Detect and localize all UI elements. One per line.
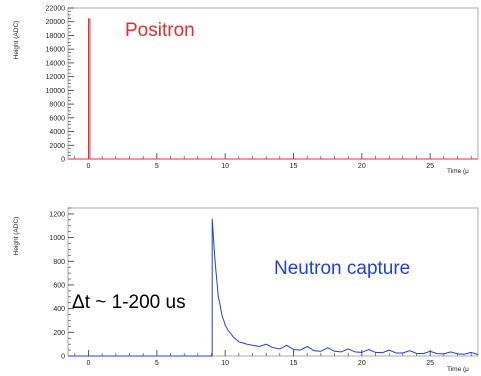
x-tick-label: 0 — [87, 163, 91, 170]
x-tick-label: 15 — [290, 163, 298, 170]
y-tick-label: 1000 — [49, 235, 65, 242]
y-tick-label: 400 — [53, 306, 65, 313]
positron-annotation: Positron — [125, 20, 195, 41]
y-tick-label: 6000 — [49, 115, 65, 122]
y-tick-label: 0 — [61, 157, 65, 164]
x-tick-label: 20 — [358, 163, 366, 170]
y-tick-label: 800 — [53, 259, 65, 266]
y-tick-label: 10000 — [46, 88, 66, 95]
data-series-line — [68, 18, 478, 160]
y-tick-label: 200 — [53, 330, 65, 337]
x-tick-label: 5 — [155, 163, 159, 170]
x-tick-label: 0 — [87, 360, 91, 367]
x-axis-label: Time (μ — [447, 168, 469, 175]
plot-frame — [67, 207, 479, 357]
delta-t-annotation: Δt ~ 1-200 us — [72, 292, 186, 313]
positron-panel: Height (ADC) Time (μ Positron 0 2000 4000 6… — [13, 6, 479, 175]
y-axis-label: Height (ADC) — [13, 21, 20, 60]
y-tick-label: 14000 — [46, 60, 66, 67]
x-tick-label: 10 — [221, 360, 229, 367]
x-tick-label: 25 — [426, 360, 434, 367]
y-tick-label: 22000 — [46, 6, 66, 13]
neutron-capture-panel: Height (ADC) Time (μ Neutron capture Δt … — [13, 207, 479, 373]
y-tick-label: 1200 — [49, 211, 65, 218]
y-tick-label: 16000 — [46, 47, 66, 54]
x-tick-label: 25 — [426, 163, 434, 170]
y-tick-label: 12000 — [46, 74, 66, 81]
y-tick-label: 0 — [61, 354, 65, 361]
y-tick-label: 20000 — [46, 19, 66, 26]
x-tick-label: 10 — [221, 163, 229, 170]
y-tick-label: 8000 — [49, 102, 65, 109]
y-tick-label: 600 — [53, 282, 65, 289]
y-tick-label: 4000 — [49, 129, 65, 136]
y-tick-label: 18000 — [46, 33, 66, 40]
x-axis-label: Time (μ — [447, 366, 469, 373]
x-tick-label: 20 — [358, 360, 366, 367]
x-tick-label: 15 — [290, 360, 298, 367]
data-series-line — [68, 218, 479, 357]
neutron-capture-annotation: Neutron capture — [274, 258, 410, 279]
y-tick-label: 2000 — [49, 143, 65, 150]
y-axis-label: Height (ADC) — [13, 217, 20, 256]
x-tick-label: 5 — [155, 360, 159, 367]
